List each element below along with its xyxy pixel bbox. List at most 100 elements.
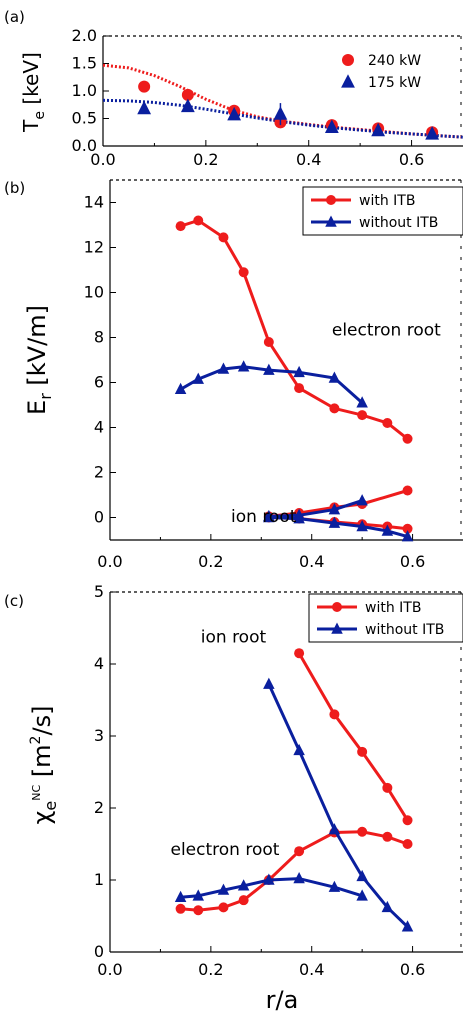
legend-label: without ITB: [359, 215, 438, 231]
y-tick-label: 2.0: [72, 26, 97, 45]
legend-label: with ITB: [365, 600, 421, 616]
y-axis-label-part: e: [41, 801, 60, 811]
x-tick-label: 0.2: [198, 960, 223, 979]
y-tick-label: 0: [94, 942, 104, 961]
circle-marker: [402, 815, 413, 826]
triangle-marker: [192, 889, 204, 901]
series-line: [180, 830, 409, 912]
circle-marker: [138, 80, 151, 93]
circle-marker: [238, 895, 249, 906]
triangle-marker: [331, 622, 343, 634]
legend-box: [302, 186, 463, 236]
x-tick-label: 0.6: [400, 960, 425, 979]
y-tick-label: 1.5: [72, 54, 97, 73]
triangle-marker: [293, 743, 305, 756]
panel-b: (b) 0.0 0.2 0.4 0.6 0 2 4 6 8 10 12 14 Er [kV/m] elect…: [4, 179, 463, 571]
triangle-marker: [293, 512, 305, 524]
triangle-marker: [356, 396, 368, 408]
panel-label: (c): [4, 592, 24, 610]
triangle-marker: [328, 503, 341, 515]
y-axis-label: Er [kV/m]: [23, 305, 55, 415]
triangle-marker: [293, 872, 305, 884]
triangle-marker: [137, 100, 152, 115]
series-line: [179, 365, 364, 404]
circle-marker: [175, 903, 186, 914]
panel-a: (a) 0.0 0.2 0.4 0.6 0.0 0.5 1.0 1.5 2.0 Te [keV] 24…: [4, 8, 463, 169]
triangle-marker: [263, 510, 275, 523]
y-tick-label: 14: [84, 193, 104, 212]
panel-label: (b): [4, 179, 25, 197]
triangle-marker: [237, 360, 250, 372]
y-axis-label-part: 2: [28, 736, 44, 745]
x-tick-label: 0.4: [296, 150, 321, 169]
x-axis-label: r/a: [266, 986, 299, 1014]
y-axis-label-part: /s]: [28, 706, 56, 736]
x-tick-label: 0.4: [299, 960, 324, 979]
y-tick-label: 8: [94, 328, 104, 347]
triangle-marker: [180, 98, 195, 113]
triangle-marker: [425, 126, 440, 140]
y-tick-label: 4: [94, 418, 104, 437]
x-tick-label: 0.6: [399, 150, 424, 169]
triangle-marker: [381, 900, 394, 913]
y-axis-label-part: T: [19, 119, 43, 133]
triangle-marker: [341, 74, 355, 88]
circle-marker: [402, 523, 413, 534]
y-axis-label: χeNC [m2/s]: [28, 706, 60, 825]
x-tick-label: 0.2: [193, 150, 218, 169]
circle-marker: [218, 232, 229, 243]
circle-marker: [382, 831, 393, 842]
triangle-marker: [401, 920, 414, 932]
circle-marker: [357, 410, 368, 421]
circle-marker: [181, 88, 194, 101]
series-line: [297, 652, 409, 821]
circle-marker: [193, 905, 204, 916]
triangle-marker: [371, 122, 386, 137]
annotation: ion root: [201, 627, 267, 647]
triangle-marker: [293, 365, 305, 378]
legend-label: 175 kW: [368, 75, 421, 91]
circle-marker: [402, 485, 413, 496]
triangle-marker: [324, 119, 339, 133]
triangle-marker: [263, 873, 275, 885]
triangle-marker: [174, 382, 187, 394]
y-axis-label-part: [kV/m]: [23, 305, 51, 393]
legend-box: [308, 593, 463, 643]
series-line: [180, 218, 409, 440]
x-tick-label: 0.0: [97, 552, 122, 571]
triangle-marker: [192, 372, 204, 384]
triangle-marker: [263, 677, 275, 689]
triangle-marker: [401, 530, 414, 542]
circle-marker: [326, 195, 336, 205]
y-axis-label-part: NC: [30, 784, 43, 800]
triangle-marker: [328, 516, 341, 528]
circle-marker: [357, 826, 368, 837]
annotation: electron root: [171, 840, 280, 860]
triangle-marker: [263, 363, 275, 375]
circle-marker: [218, 902, 229, 913]
y-tick-label: 1: [94, 870, 104, 889]
y-tick-label: 10: [84, 283, 104, 302]
triangle-marker: [237, 879, 250, 891]
triangle-marker: [328, 823, 341, 835]
x-tick-label: 0.2: [198, 552, 223, 571]
triangle-marker: [227, 106, 242, 121]
circle-marker: [357, 746, 368, 757]
x-tick-label: 0.4: [299, 552, 324, 571]
y-tick-label: 0: [94, 508, 104, 527]
triangle-marker: [273, 106, 288, 120]
y-axis-label-part: [keV]: [19, 52, 43, 111]
circle-marker: [263, 337, 274, 347]
series-line: [180, 877, 363, 899]
circle-marker: [175, 221, 186, 232]
circle-marker: [238, 267, 249, 278]
y-tick-label: 5: [94, 582, 104, 601]
circle-marker: [402, 839, 413, 849]
y-tick-label: 12: [84, 238, 104, 257]
y-tick-label: 2: [94, 463, 104, 482]
triangle-marker: [356, 519, 368, 532]
triangle-marker: [325, 215, 337, 227]
legend-label: with ITB: [359, 193, 415, 209]
x-tick-label: 0.0: [97, 960, 122, 979]
annotation: electron root: [332, 320, 441, 340]
